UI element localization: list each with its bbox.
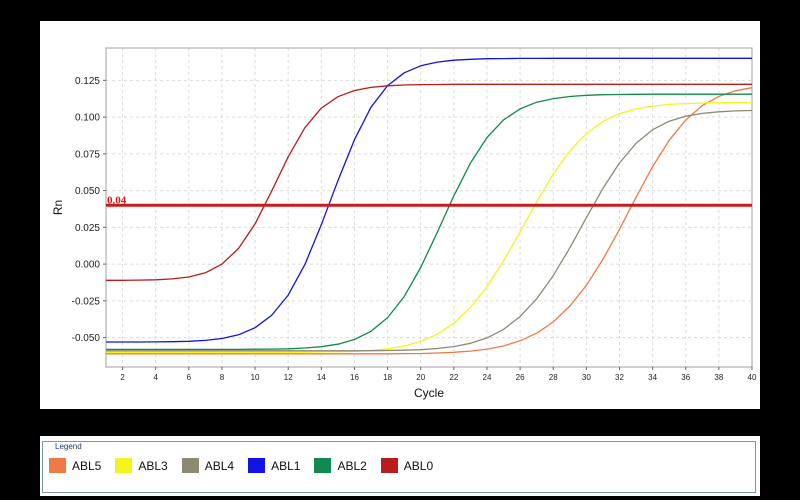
x-tick-label: 4 bbox=[153, 373, 158, 382]
series-line-abl0 bbox=[106, 83, 752, 281]
legend-label: ABL0 bbox=[403, 458, 434, 473]
series-line-abl2 bbox=[106, 93, 752, 351]
x-tick-label: 10 bbox=[251, 373, 260, 382]
x-tick-label: 6 bbox=[187, 373, 192, 382]
threshold-label: 0.04 bbox=[107, 194, 127, 206]
x-tick-label: 24 bbox=[483, 373, 492, 382]
y-tick-label: 0.075 bbox=[75, 149, 100, 160]
legend-item-abl1: ABL1 bbox=[248, 458, 300, 473]
legend-swatch bbox=[380, 458, 398, 473]
y-axis-label: Rn bbox=[51, 200, 65, 215]
legend-item-abl2: ABL2 bbox=[314, 458, 367, 473]
x-axis-label: Cycle bbox=[414, 386, 444, 400]
legend-label: ABL3 bbox=[138, 458, 168, 473]
x-tick-label: 30 bbox=[582, 373, 591, 382]
x-tick-label: 40 bbox=[748, 373, 757, 382]
legend-box: Legend ABL5 ABL3 ABL4 ABL1 ABL2 ABL0 bbox=[42, 441, 756, 493]
legend-swatch bbox=[314, 458, 332, 473]
legend-item-abl5: ABL5 bbox=[49, 458, 101, 473]
x-tick-label: 20 bbox=[416, 373, 425, 382]
y-tick-label: -0.050 bbox=[72, 333, 101, 344]
legend-swatch bbox=[115, 458, 133, 473]
y-tick-label: -0.025 bbox=[72, 296, 101, 307]
x-tick-label: 38 bbox=[714, 373, 723, 382]
x-tick-label: 12 bbox=[284, 373, 293, 382]
amplification-plot: 2 4 6 8 10 12 14 16 18 20 22 24 26 28 30 32 34 36 38 40-0.0… bbox=[51, 47, 757, 400]
series-line-abl4 bbox=[106, 109, 753, 352]
x-tick-label: 36 bbox=[681, 373, 690, 382]
y-tick-label: 0.000 bbox=[75, 260, 100, 271]
legend-item-abl0: ABL0 bbox=[380, 458, 434, 473]
x-tick-label: 22 bbox=[449, 373, 458, 382]
x-tick-label: 18 bbox=[383, 373, 392, 382]
legend-title: Legend bbox=[53, 442, 84, 451]
x-tick-label: 32 bbox=[615, 373, 624, 382]
y-tick-label: 0.050 bbox=[75, 186, 100, 197]
legend-label: ABL2 bbox=[337, 458, 367, 473]
legend-items: ABL5 ABL3 ABL4 ABL1 ABL2 ABL0 bbox=[49, 458, 447, 473]
legend-item-abl4: ABL4 bbox=[181, 458, 235, 473]
legend-swatch bbox=[49, 458, 66, 473]
series-line-abl1 bbox=[106, 57, 752, 343]
x-tick-label: 14 bbox=[317, 373, 326, 382]
plot-area-frame bbox=[105, 47, 753, 368]
legend-swatch bbox=[181, 458, 199, 473]
legend-label: ABL5 bbox=[72, 458, 102, 473]
y-tick-label: 0.125 bbox=[75, 76, 100, 87]
x-tick-label: 16 bbox=[350, 373, 359, 382]
legend-label: ABL4 bbox=[204, 458, 235, 473]
series-line-abl3 bbox=[106, 101, 752, 353]
y-tick-label: 0.025 bbox=[75, 223, 100, 234]
y-tick-label: 0.100 bbox=[75, 113, 100, 124]
x-tick-label: 26 bbox=[516, 373, 525, 382]
chart-panel: 2 4 6 8 10 12 14 16 18 20 22 24 26 28 30 32 34 36 38 40 -0.0… bbox=[40, 21, 760, 409]
x-tick-label: 8 bbox=[220, 373, 225, 382]
x-tick-label: 28 bbox=[549, 373, 558, 382]
legend-swatch bbox=[248, 458, 266, 473]
legend-item-abl3: ABL3 bbox=[115, 458, 168, 473]
x-tick-label: 34 bbox=[648, 373, 657, 382]
series-line-abl5 bbox=[106, 87, 753, 355]
x-tick-label: 2 bbox=[120, 373, 125, 382]
legend-label: ABL1 bbox=[271, 458, 301, 473]
legend-panel: Legend ABL5 ABL3 ABL4 ABL1 ABL2 ABL0 bbox=[40, 436, 760, 496]
